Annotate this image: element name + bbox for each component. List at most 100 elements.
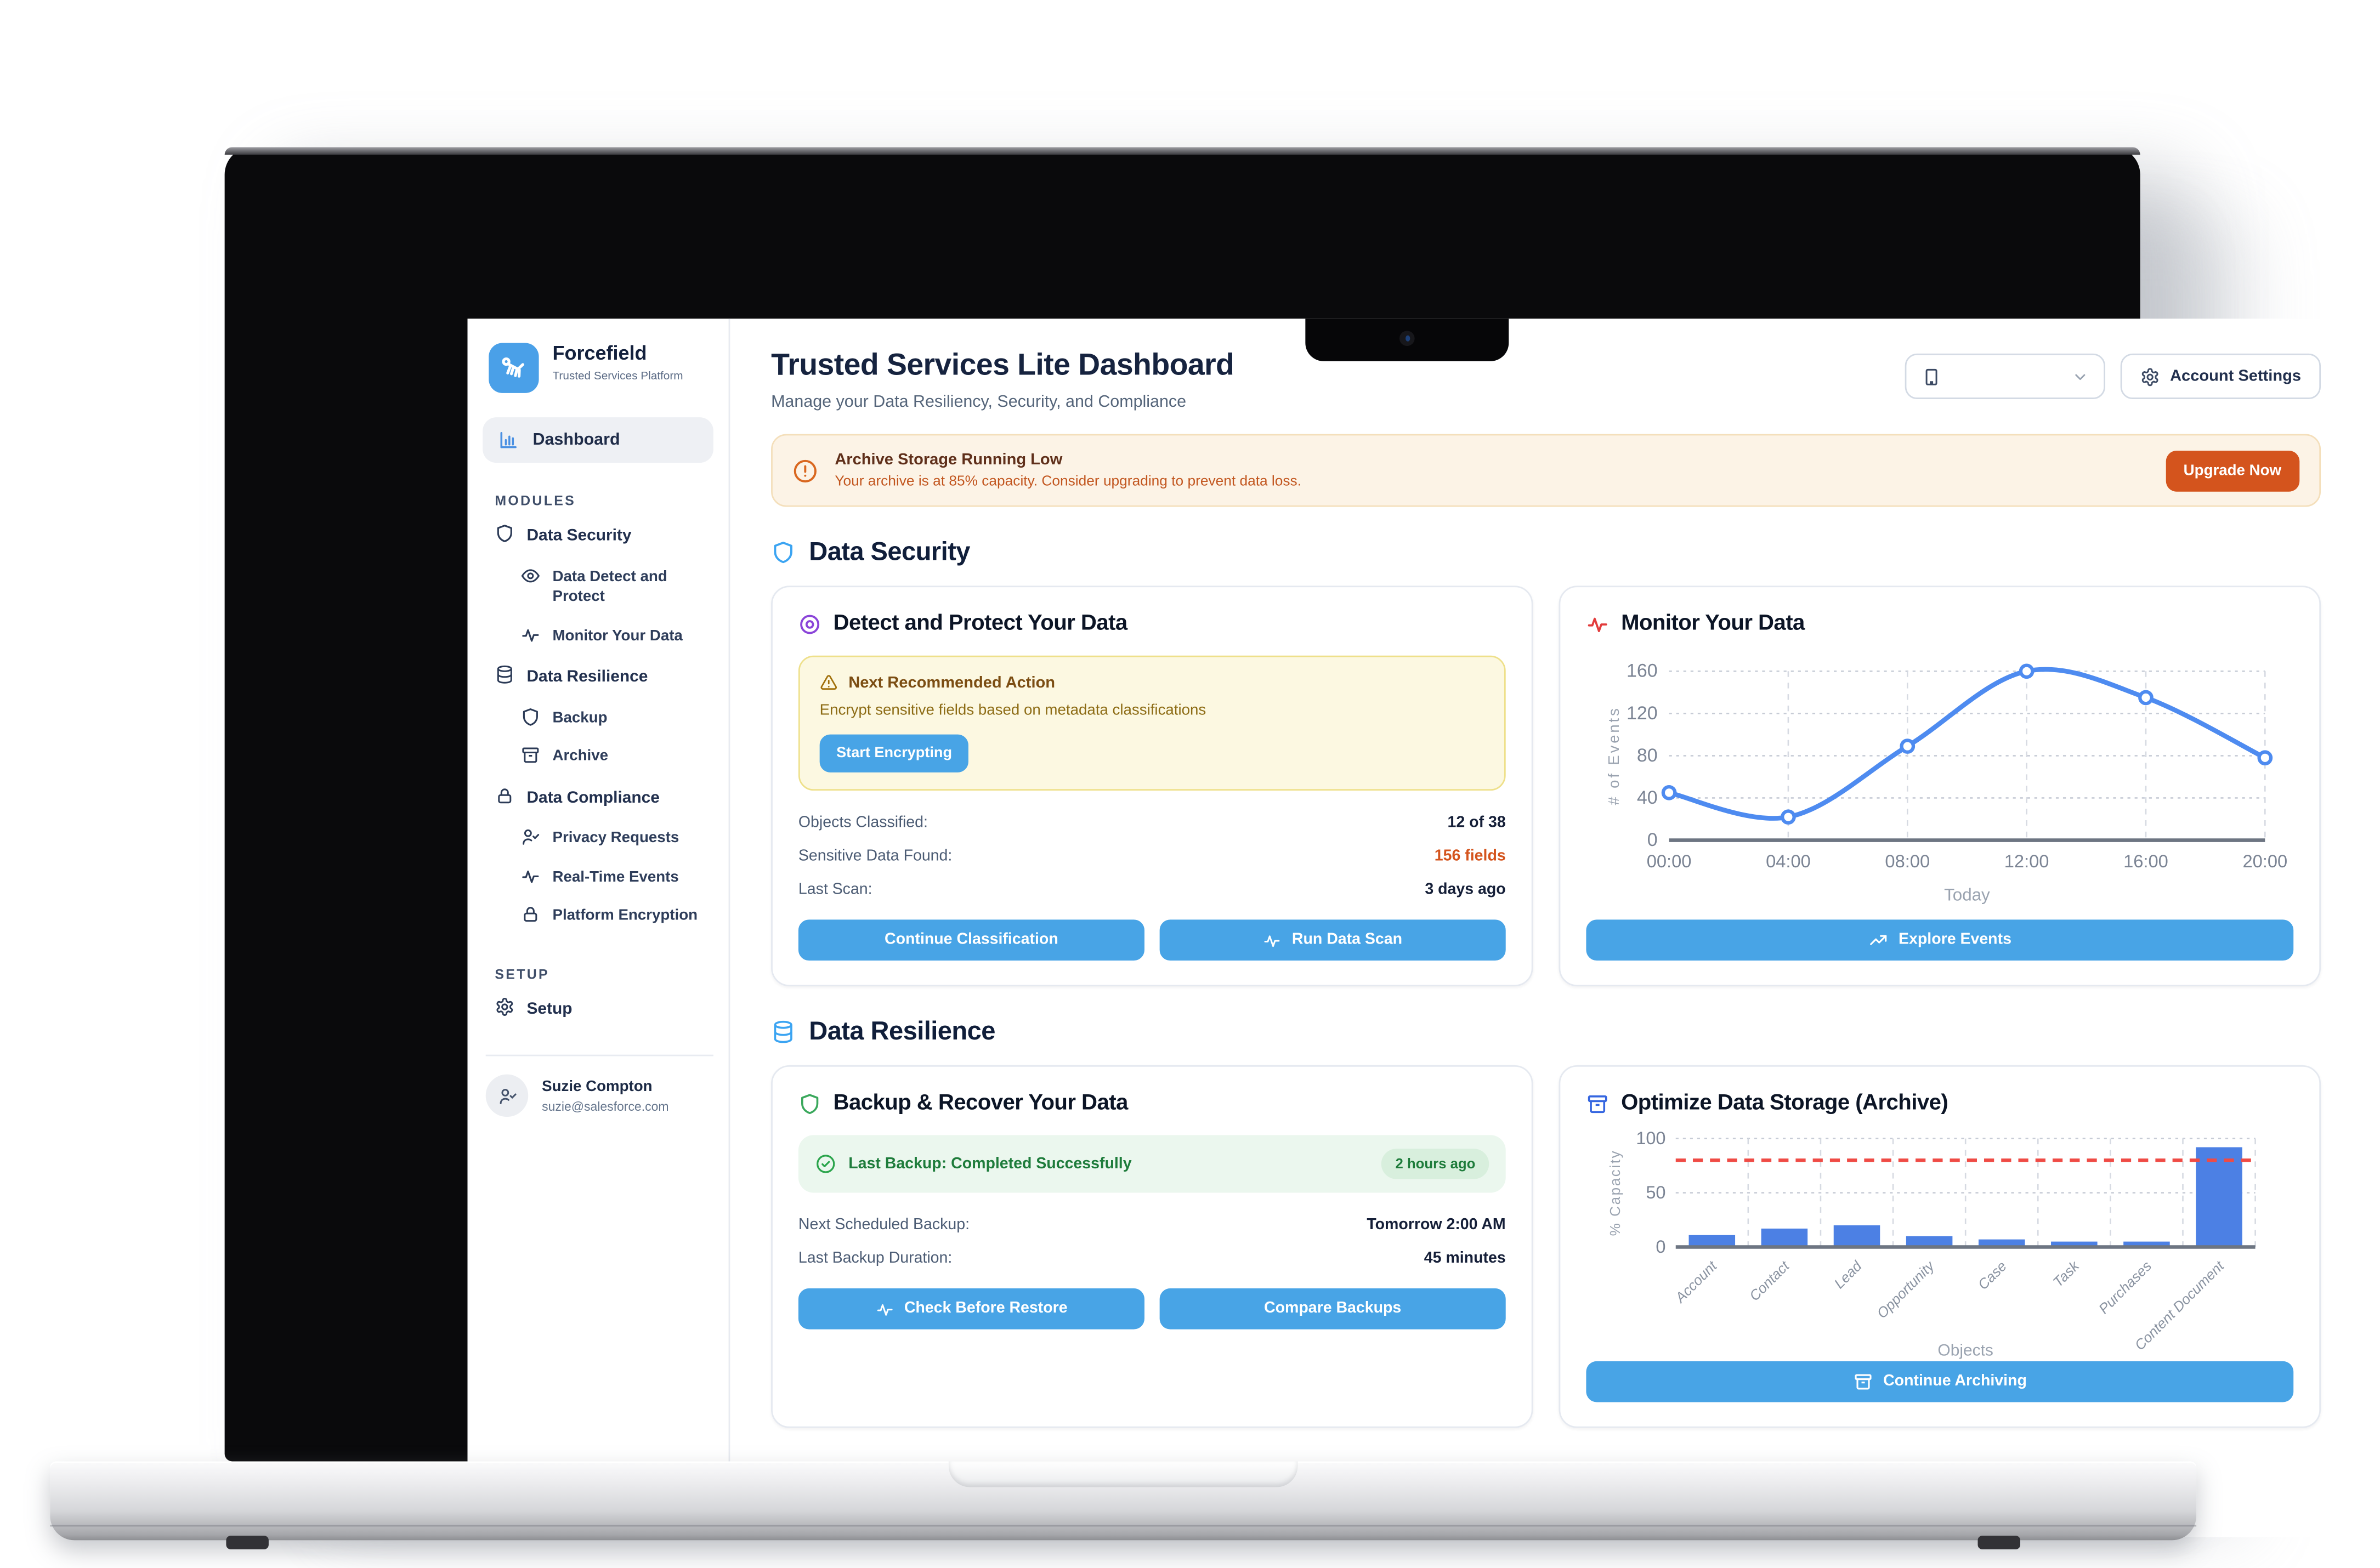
sidebar-item-data-resilience[interactable]: Data Resilience [483, 656, 713, 699]
user-check-icon [520, 827, 540, 847]
org-select[interactable] [1904, 353, 2105, 399]
archive-icon [1586, 1092, 1609, 1115]
logo-icon [489, 343, 539, 393]
svg-text:20:00: 20:00 [2242, 850, 2287, 871]
sidebar-item-real-time-events[interactable]: Real-Time Events [508, 859, 713, 897]
monitor-data-card: Monitor Your Data 0 40 80 120 160 00:00 04:00 0… [1559, 586, 2321, 987]
user-email: suzie@salesforce.com [542, 1098, 669, 1113]
explore-events-button[interactable]: Explore Events [1586, 919, 2294, 961]
card-title: Monitor Your Data [1621, 611, 1805, 636]
laptop-lid: Forcefield Trusted Services Platform Das… [224, 147, 2347, 1537]
sidebar-item-data-detect-and-protect[interactable]: Data Detect and Protect [508, 558, 713, 617]
app-tagline: Trusted Services Platform [552, 369, 683, 383]
svg-text:Objects: Objects [1937, 1341, 1993, 1359]
activity-icon [520, 624, 540, 644]
sidebar-item-backup[interactable]: Backup [508, 699, 713, 738]
data-security-section-header: Data Security [771, 537, 2321, 567]
svg-text:40: 40 [1637, 787, 1658, 808]
backup-status-text: Last Backup: Completed Successfully [848, 1155, 1132, 1173]
app-window: Forcefield Trusted Services Platform Das… [467, 319, 2347, 1537]
compare-backups-button[interactable]: Compare Backups [1159, 1288, 1506, 1330]
section-title: Data Security [809, 537, 970, 566]
svg-text:08:00: 08:00 [1885, 850, 1930, 871]
card-title: Backup & Recover Your Data [833, 1091, 1129, 1116]
backup-status-badge: 2 hours ago [1381, 1149, 1489, 1179]
backup-recover-card: Backup & Recover Your Data Last Backup: … [771, 1065, 1533, 1428]
alert-title: Next Recommended Action [848, 673, 1056, 692]
laptop-thumb-scoop [948, 1461, 1298, 1487]
page-subtitle: Manage your Data Resiliency, Security, a… [771, 393, 1187, 412]
alert-circle-icon [792, 458, 818, 484]
sidebar-item-data-security[interactable]: Data Security [483, 514, 713, 558]
camera-icon [1399, 331, 1415, 346]
main-content: Trusted Services Lite Dashboard Manage y… [730, 319, 2347, 1537]
svg-text:160: 160 [1627, 660, 1658, 680]
recommended-action-box: Next Recommended Action Encrypt sensitiv… [798, 655, 1506, 791]
pulse-icon [1586, 612, 1609, 635]
svg-text:Case: Case [1975, 1258, 2010, 1293]
svg-text:12:00: 12:00 [2004, 850, 2049, 871]
user-name: Suzie Compton [542, 1078, 653, 1095]
sidebar-item-data-compliance[interactable]: Data Compliance [483, 776, 713, 820]
target-icon [798, 612, 821, 635]
shield-icon [771, 540, 795, 564]
svg-text:Task: Task [2050, 1257, 2083, 1291]
sidebar-item-setup[interactable]: Setup [483, 987, 713, 1031]
laptop-base [50, 1461, 2197, 1549]
svg-text:100: 100 [1636, 1128, 1665, 1148]
shield-icon [520, 707, 540, 726]
upgrade-now-button[interactable]: Upgrade Now [2165, 450, 2300, 491]
storage-warning-banner: Archive Storage Running Low Your archive… [771, 434, 2321, 507]
svg-text:Purchases: Purchases [2095, 1258, 2155, 1317]
svg-text:120: 120 [1627, 702, 1658, 723]
svg-text:Lead: Lead [1831, 1257, 1866, 1292]
backup-status-box: Last Backup: Completed Successfully 2 ho… [798, 1135, 1506, 1193]
stat-row: Next Scheduled Backup: Tomorrow 2:00 AM [798, 1216, 1506, 1233]
alert-message: Encrypt sensitive fields based on metada… [819, 702, 1206, 719]
svg-text:% Capacity: % Capacity [1607, 1150, 1623, 1236]
app-logo: Forcefield Trusted Services Platform [489, 342, 707, 393]
card-title: Optimize Data Storage (Archive) [1621, 1091, 1948, 1116]
svg-text:0: 0 [1647, 829, 1658, 850]
sidebar-item-archive[interactable]: Archive [508, 738, 713, 777]
continue-classification-button[interactable]: Continue Classification [798, 919, 1144, 961]
start-encrypting-button[interactable]: Start Encrypting [819, 734, 969, 772]
stat-row: Objects Classified: 12 of 38 [798, 814, 1506, 831]
section-title: Data Resilience [809, 1016, 995, 1046]
alert-triangle-icon [820, 674, 838, 692]
database-icon [771, 1020, 795, 1044]
sidebar-section-modules: MODULES [495, 493, 576, 509]
sidebar-item-dashboard[interactable]: Dashboard [483, 417, 713, 463]
trending-up-icon [1868, 930, 1888, 950]
monitor-chart: 0 40 80 120 160 00:00 04:00 08:00 12:00 16:00 20:0… [1605, 660, 2287, 904]
bar-chart-icon [498, 429, 519, 451]
laptop-screen: Forcefield Trusted Services Platform Das… [467, 319, 2347, 1537]
building-icon [1921, 366, 1941, 386]
run-data-scan-button[interactable]: Run Data Scan [1159, 919, 1506, 961]
activity-icon [875, 1300, 893, 1318]
svg-text:04:00: 04:00 [1766, 850, 1811, 871]
activity-icon [520, 866, 540, 886]
lock-icon [495, 786, 514, 805]
check-circle-icon [815, 1154, 836, 1175]
svg-text:0: 0 [1656, 1237, 1665, 1257]
sidebar-item-label: Dashboard [532, 431, 620, 450]
sidebar-section-setup: SETUP [495, 966, 550, 981]
sidebar-item-platform-encryption[interactable]: Platform Encryption [508, 897, 713, 936]
activity-icon [1263, 931, 1281, 949]
data-resilience-section-header: Data Resilience [771, 1016, 2321, 1047]
archive-icon [520, 745, 540, 765]
sidebar-item-privacy-requests[interactable]: Privacy Requests [508, 820, 713, 859]
banner-message: Your archive is at 85% capacity. Conside… [835, 473, 1302, 491]
sidebar-item-monitor-your-data[interactable]: Monitor Your Data [508, 617, 713, 656]
continue-archiving-button[interactable]: Continue Archiving [1586, 1361, 2294, 1402]
stat-row: Sensitive Data Found: 156 fields [798, 847, 1506, 865]
stat-row: Last Scan: 3 days ago [798, 880, 1506, 898]
svg-text:# of Events: # of Events [1605, 706, 1622, 804]
check-before-restore-button[interactable]: Check Before Restore [798, 1288, 1144, 1330]
user-profile[interactable]: Suzie Compton suzie@salesforce.com [485, 1055, 713, 1117]
archive-icon [1853, 1372, 1873, 1391]
account-settings-button[interactable]: Account Settings [2120, 353, 2321, 399]
database-icon [495, 664, 514, 684]
